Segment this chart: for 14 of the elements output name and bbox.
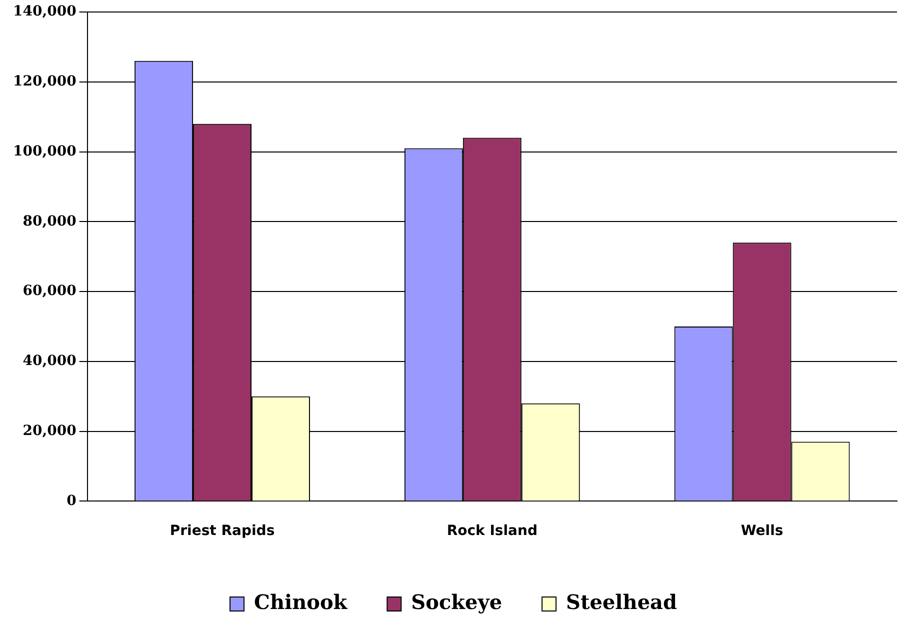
y-tick-label: 140,000 — [12, 4, 77, 20]
y-tick-label: 80,000 — [22, 213, 77, 230]
x-tick-label: Priest Rapids — [170, 523, 275, 540]
y-tick-label: 40,000 — [22, 353, 77, 370]
legend-label: Sockeye — [411, 590, 502, 614]
legend-label: Steelhead — [566, 590, 677, 614]
y-tick-label: 120,000 — [12, 74, 77, 90]
y-tick-label: 20,000 — [22, 422, 77, 439]
x-tick-label: Rock Island — [446, 523, 538, 540]
y-tick-label: 100,000 — [12, 143, 77, 160]
y-tick-label: 0 — [66, 492, 77, 509]
y-tick-label: 60,000 — [22, 283, 77, 300]
x-tick-label: Wells — [740, 523, 784, 540]
legend-label: Chinook — [254, 590, 348, 614]
